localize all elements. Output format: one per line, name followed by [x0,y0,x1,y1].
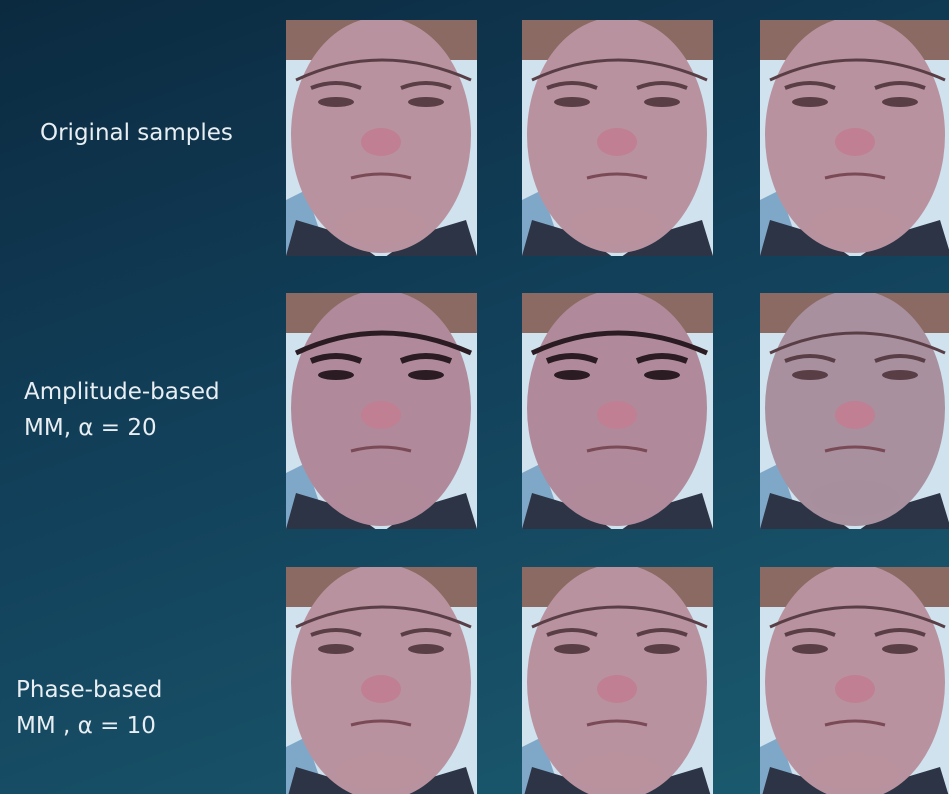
face-image [286,20,477,256]
face-image [522,293,713,529]
slide: Original samples [0,0,949,794]
face-image [522,567,713,794]
label-line: Phase-based [16,672,162,708]
face-image [760,293,949,529]
label-line: Original samples [40,115,233,151]
face-image [522,20,713,256]
face-image [760,567,949,794]
row-label: Original samples [40,115,233,151]
face-image [286,567,477,794]
label-line: MM , α = 10 [16,708,162,744]
label-line: Amplitude-based [24,374,220,410]
face-image [286,293,477,529]
label-line: MM, α = 20 [24,410,220,446]
face-image [760,20,949,256]
